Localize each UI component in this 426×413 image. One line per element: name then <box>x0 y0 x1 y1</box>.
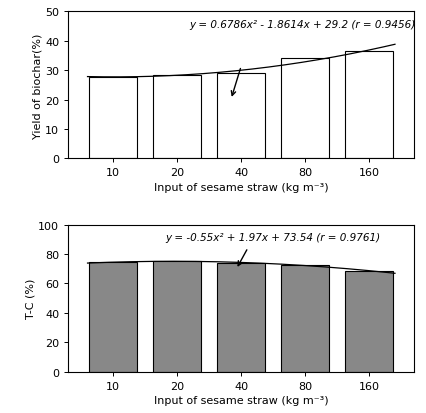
Y-axis label: Yield of biochar(%): Yield of biochar(%) <box>32 33 42 138</box>
Y-axis label: T-C (%): T-C (%) <box>26 278 35 318</box>
Bar <box>281 266 328 372</box>
Text: y = -0.55x² + 1.97x + 73.54 (r = 0.9761): y = -0.55x² + 1.97x + 73.54 (r = 0.9761) <box>165 233 380 242</box>
Bar <box>89 78 137 159</box>
Bar <box>217 74 265 159</box>
Bar <box>217 263 265 372</box>
X-axis label: Input of sesame straw (kg m⁻³): Input of sesame straw (kg m⁻³) <box>154 395 328 405</box>
Bar <box>345 271 392 372</box>
Bar <box>345 52 392 159</box>
Bar <box>153 262 201 372</box>
Bar <box>89 262 137 372</box>
Text: y = 0.6786x² - 1.8614x + 29.2 (r = 0.9456): y = 0.6786x² - 1.8614x + 29.2 (r = 0.945… <box>189 20 414 30</box>
X-axis label: Input of sesame straw (kg m⁻³): Input of sesame straw (kg m⁻³) <box>154 182 328 192</box>
Bar <box>281 59 328 159</box>
Bar <box>153 76 201 159</box>
